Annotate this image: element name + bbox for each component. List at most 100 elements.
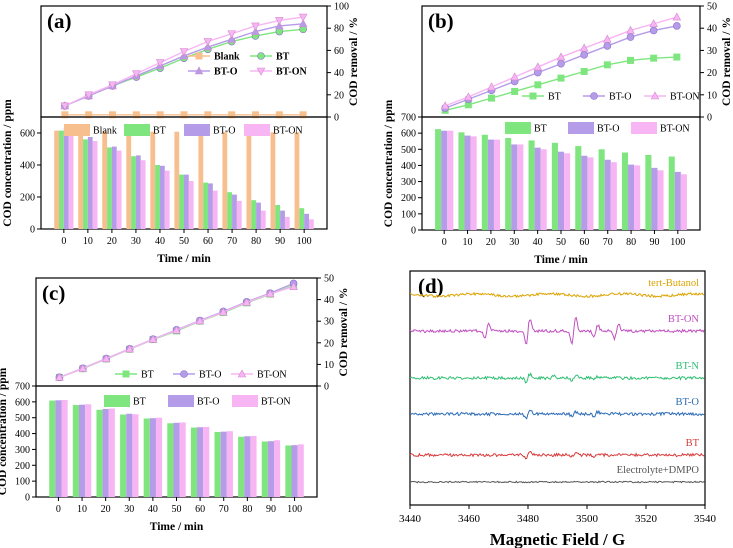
epr-x-tick-label: 3480 xyxy=(517,513,540,525)
data-point-BT-ON xyxy=(533,62,543,71)
legend-label-BT-ON: BT-ON xyxy=(273,126,303,137)
bar-BT-ON xyxy=(680,174,687,230)
epr-trace-label-Electrolyte+DMPO: Electrolyte+DMPO xyxy=(617,465,700,476)
bar-BT-ON xyxy=(610,162,617,230)
data-point-Blank xyxy=(61,111,69,119)
x-tick-label-c_bar: 10 xyxy=(77,504,87,515)
y-tick-label-b_bar: 500 xyxy=(401,145,416,156)
data-point-BT-O xyxy=(251,26,260,35)
data-point-BT-ON xyxy=(579,43,589,52)
x-tick-label-a_bar: 50 xyxy=(179,236,189,247)
data-point-BT-O xyxy=(298,19,308,28)
y-tick-label-c: 50 xyxy=(324,274,334,285)
legend-label-BT-O: BT-O xyxy=(213,126,235,137)
bar-BT xyxy=(203,182,209,229)
bar-BT xyxy=(238,436,245,497)
x-tick-label-b_bar: 90 xyxy=(649,237,659,248)
legend-marker-BT-O xyxy=(180,370,188,378)
epr-trace-BT-N xyxy=(409,372,705,384)
y-tick-label-a: 100 xyxy=(334,2,349,13)
x-tick-label-c_bar: 50 xyxy=(172,504,182,515)
data-point-BT-O xyxy=(626,33,635,41)
data-point-BT-O xyxy=(649,26,658,35)
bar-BT-ON xyxy=(470,136,477,230)
bar-BT-O xyxy=(126,413,133,497)
y-tick-label-a: 20 xyxy=(334,90,344,101)
bar-Blank xyxy=(222,132,228,229)
legend-label-BT: BT xyxy=(153,126,166,137)
y-tick-label-a_bar: 0 xyxy=(30,225,35,236)
bar-BT-ON xyxy=(493,139,501,230)
legend-label-BT-ON: BT-ON xyxy=(257,370,287,381)
bar-BT-ON xyxy=(188,181,194,229)
bar-BT-O xyxy=(184,174,189,229)
bar-BT-O xyxy=(604,159,611,230)
bar-BT-O xyxy=(557,151,565,230)
bar-Blank xyxy=(174,131,180,229)
y-tick-label-a: 0 xyxy=(334,113,339,124)
epr-trace-label-BT-N: BT-N xyxy=(675,361,699,372)
data-point-BT-ON xyxy=(172,325,181,334)
bar-BT-ON xyxy=(212,190,218,229)
data-point-BT-O xyxy=(557,59,565,68)
bar-BT xyxy=(668,156,675,230)
legend-swatch-BT-ON xyxy=(232,395,258,407)
data-point-Blank xyxy=(204,111,212,119)
x-tick-label-c_bar: 30 xyxy=(124,504,134,515)
bar-BT-ON xyxy=(540,149,547,230)
legend-marker-BT-ON xyxy=(256,67,266,76)
bar-BT-ON xyxy=(260,210,266,229)
bar-BT-O xyxy=(304,213,309,229)
bar-BT xyxy=(227,192,233,229)
y-axis-title-c_bar: COD concentration / ppm xyxy=(0,367,9,495)
data-point-BT-ON xyxy=(487,82,496,91)
legend-marker-BT-ON xyxy=(650,91,660,100)
x-tick-label-b_bar: 70 xyxy=(603,237,613,248)
bar-BT xyxy=(261,441,268,497)
bar-BT-ON xyxy=(274,440,281,497)
bar-BT-O xyxy=(220,431,227,497)
y-tick-label-b_bar: 200 xyxy=(401,193,416,204)
y-tick-label-b: 30 xyxy=(707,46,717,57)
x-tick-label-b_bar: 10 xyxy=(463,237,473,248)
legend-label-BT-ON: BT-ON xyxy=(660,124,690,135)
bar-BT-O xyxy=(232,194,237,229)
data-point-BT-ON xyxy=(251,22,260,31)
bar-Blank xyxy=(126,131,132,229)
legend-swatch-BT xyxy=(104,395,130,407)
data-point-BT-ON xyxy=(464,92,473,101)
epr-x-tick-label: 3500 xyxy=(576,513,599,525)
x-tick-label-a_bar: 60 xyxy=(203,236,213,247)
y-tick-label-c_bar: 400 xyxy=(15,429,30,440)
data-point-BT-ON xyxy=(155,59,165,68)
bar-BT-O xyxy=(135,155,141,229)
y-axis-title-b: COD removal / % xyxy=(721,17,733,106)
legend-label-BT: BT xyxy=(141,370,154,381)
legend-label-BT-O: BT-O xyxy=(197,397,219,408)
bar-Blank xyxy=(54,130,60,229)
bar-BT-ON xyxy=(308,219,314,229)
bar-BT-ON xyxy=(447,130,454,230)
epr-x-tick-label: 3440 xyxy=(399,513,422,525)
data-point-BT-O xyxy=(673,22,681,30)
bar-BT-O xyxy=(651,167,658,230)
legend-label-BT-ON: BT-ON xyxy=(276,67,308,78)
bar-BT-ON xyxy=(517,144,524,230)
data-point-BT-ON xyxy=(132,70,141,79)
data-point-BT xyxy=(511,87,519,95)
bar-BT xyxy=(120,414,127,497)
bar-Blank xyxy=(102,131,108,229)
epr-trace-BT-O xyxy=(409,409,705,420)
bar-BT-O xyxy=(244,436,251,497)
bar-BT-ON xyxy=(564,153,571,230)
legend-marker-BT-O xyxy=(590,92,598,100)
legend-swatch-BT-O xyxy=(168,395,194,407)
bar-BT xyxy=(214,431,221,497)
x-tick-label-a_bar: 20 xyxy=(107,236,117,247)
data-point-Blank xyxy=(156,111,164,119)
legend-label-BT-O: BT-O xyxy=(199,370,221,381)
x-tick-label-b_bar: 80 xyxy=(626,237,636,248)
panel-label-d: (d) xyxy=(418,274,444,298)
data-point-BT-ON xyxy=(219,307,228,316)
legend-label-BT: BT xyxy=(534,124,547,135)
